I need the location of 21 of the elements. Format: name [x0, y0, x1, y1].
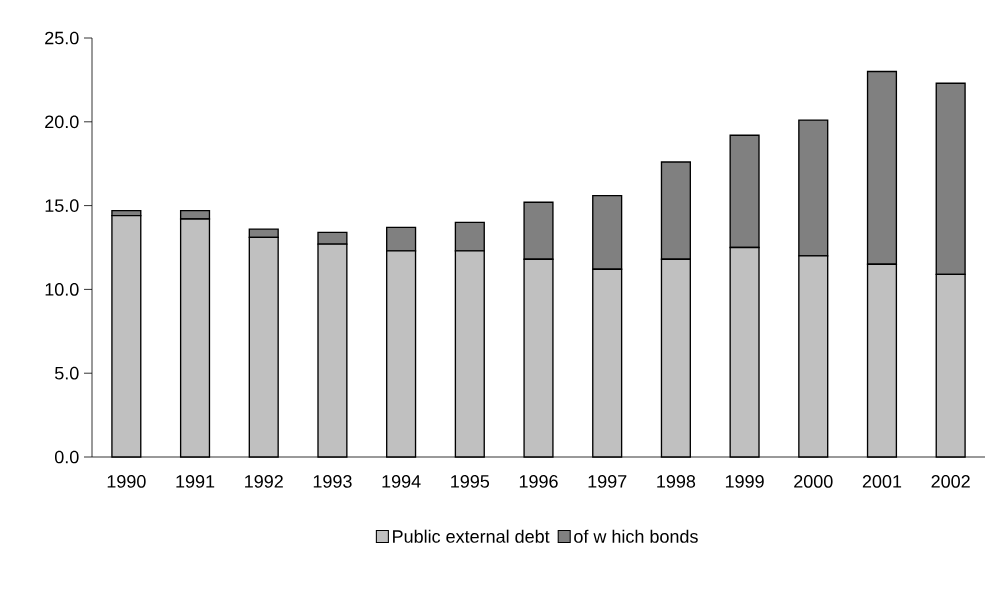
x-tick-label: 2001 — [862, 475, 902, 488]
x-tick-label: 1993 — [313, 475, 352, 488]
x-tick-label: 1997 — [588, 475, 627, 488]
x-tick-label: 1990 — [107, 475, 146, 488]
y-tick-label: 15.0 — [45, 199, 79, 212]
x-tick-label: 2002 — [931, 475, 970, 488]
y-tick-label: 25.0 — [45, 31, 79, 45]
x-tick-label: 1991 — [176, 475, 215, 488]
x-tick-label: 1999 — [725, 475, 764, 488]
x-tick-label: 1992 — [245, 475, 283, 488]
x-tick-label: 1996 — [519, 475, 558, 488]
y-tick-label: 20.0 — [45, 115, 79, 129]
y-tick-label: 5.0 — [54, 366, 79, 380]
legend-label: Public external debt — [393, 529, 550, 543]
legend-label: of w hich bonds — [574, 529, 698, 543]
x-tick-label: 1995 — [451, 475, 490, 488]
x-tick-label: 2000 — [794, 475, 833, 488]
y-tick-label: 0.0 — [54, 450, 79, 464]
y-tick-label: 10.0 — [45, 283, 79, 296]
x-tick-label: 1994 — [382, 475, 421, 488]
x-tick-label: 1998 — [657, 475, 696, 488]
